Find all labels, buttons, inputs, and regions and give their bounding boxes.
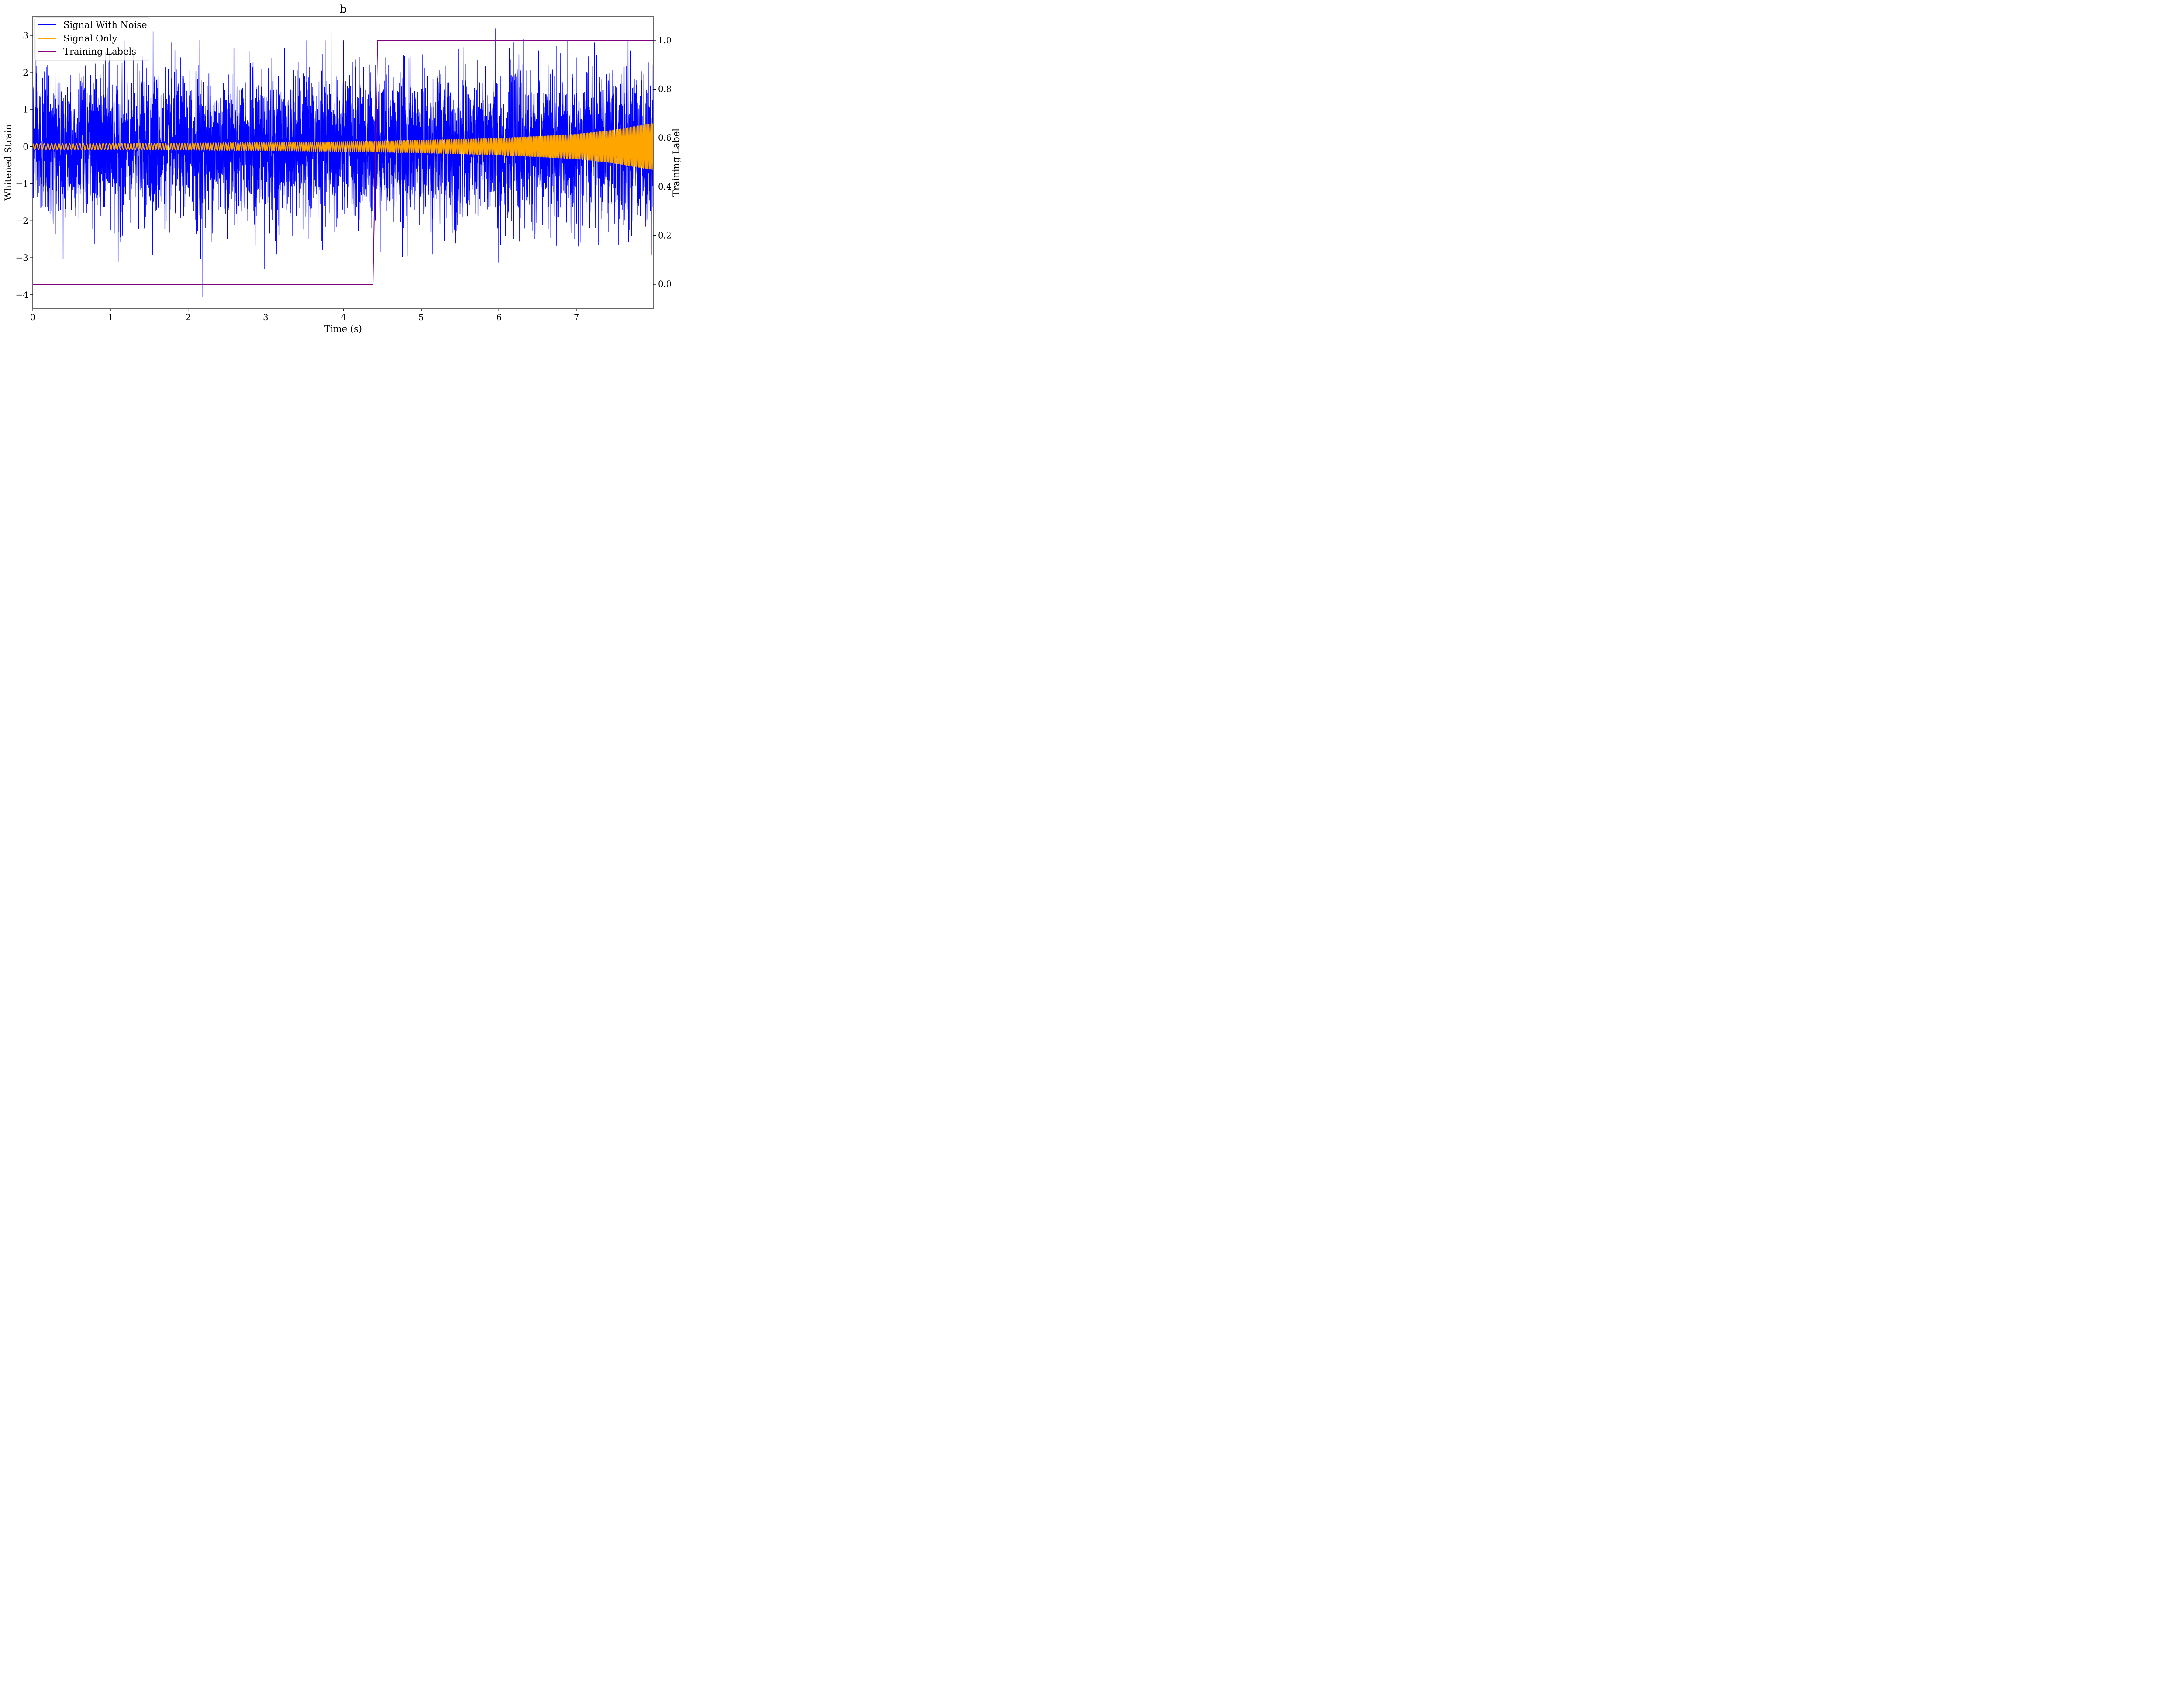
y-left-tick-label: 3	[23, 30, 28, 41]
series-line-signal-with-noise	[33, 28, 653, 297]
x-tick-label: 2	[185, 312, 191, 322]
x-tick-label: 7	[574, 312, 580, 322]
legend-box	[34, 17, 149, 61]
plot-frame	[32, 16, 654, 309]
y-left-tick-label: 1	[23, 104, 28, 115]
x-tick-label: 4	[341, 312, 346, 322]
y-right-tick-label: 0.0	[658, 279, 672, 289]
x-tick-label: 5	[418, 312, 424, 322]
plot-area	[33, 28, 653, 297]
x-tick-label: 3	[263, 312, 269, 322]
chart-container: b 0 1 2 3 4 5 6 7 3 2 1 0 −1 −2 −3 −4 1.0 0.8 0.6 0.4 0.2 0…	[0, 0, 685, 338]
y-axis-right: 1.0 0.8 0.6 0.4 0.2 0.0	[653, 35, 672, 289]
y-axis-right-title: Training Label	[671, 128, 681, 197]
x-axis: 0 1 2 3 4 5 6 7	[30, 309, 580, 322]
y-left-tick-label: −1	[16, 178, 28, 189]
x-axis-title: Time (s)	[324, 324, 362, 334]
y-left-tick-label: −3	[16, 252, 28, 263]
legend-label-training-labels: Training Labels	[63, 46, 136, 57]
y-right-tick-label: 0.6	[658, 132, 672, 143]
series-line-training-labels	[33, 40, 653, 285]
x-tick-label: 1	[107, 312, 113, 322]
y-left-tick-label: −2	[16, 215, 28, 226]
series-line-signal-only	[33, 123, 653, 170]
y-left-tick-label: 2	[23, 67, 28, 78]
y-right-tick-label: 0.8	[658, 84, 672, 94]
chart-title: b	[340, 3, 346, 15]
y-left-tick-label: −4	[16, 290, 28, 300]
legend-label-signal-only: Signal Only	[63, 33, 117, 44]
legend-label-signal-with-noise: Signal With Noise	[63, 20, 147, 30]
x-tick-label: 6	[496, 312, 502, 322]
y-right-tick-label: 0.2	[658, 230, 672, 241]
y-axis-left: 3 2 1 0 −1 −2 −3 −4	[16, 30, 33, 300]
y-right-tick-label: 1.0	[658, 35, 672, 45]
y-right-tick-label: 0.4	[658, 181, 672, 192]
chart-svg: b 0 1 2 3 4 5 6 7 3 2 1 0 −1 −2 −3 −4 1.0 0.8 0.6 0.4 0.2 0…	[3, 3, 681, 334]
y-left-tick-label: 0	[23, 142, 28, 152]
legend: Signal With Noise Signal Only Training L…	[34, 17, 149, 61]
y-axis-left-title: Whitened Strain	[3, 124, 14, 201]
x-tick-label: 0	[30, 312, 36, 322]
